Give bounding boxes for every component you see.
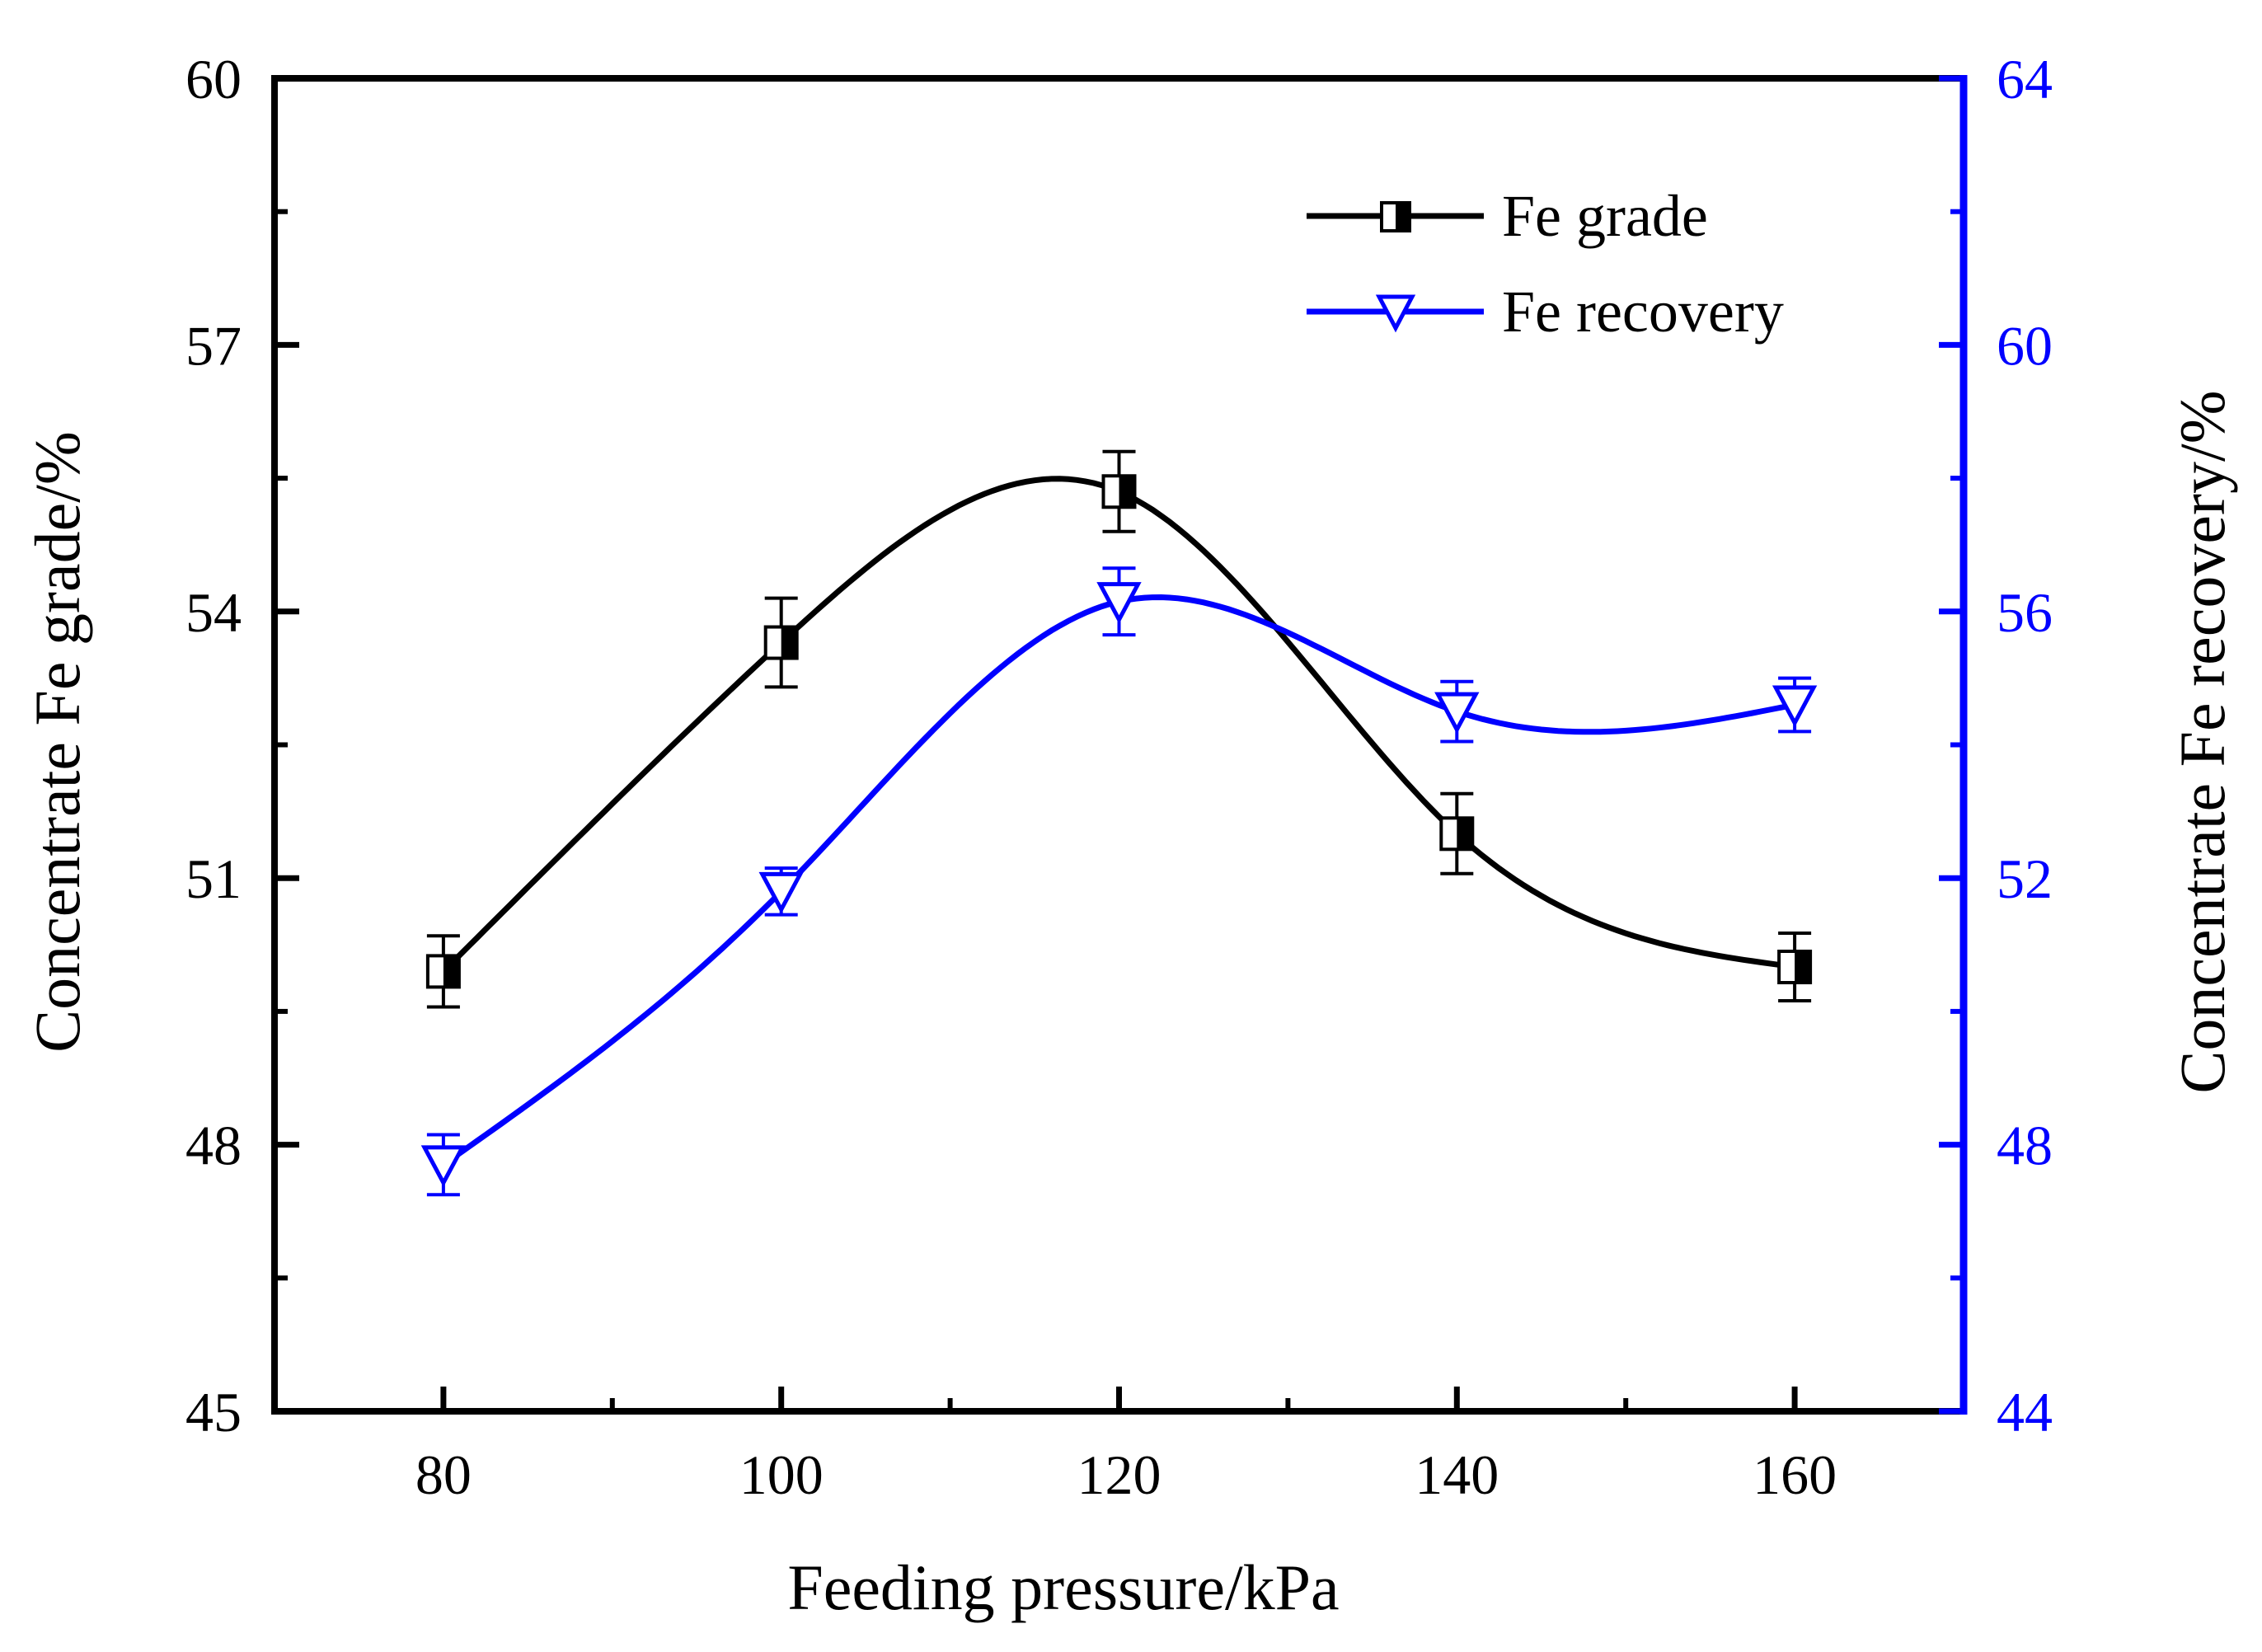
- axes-layer: 80 100 120 140 160 45 48 51 54 57 60 44 48 52 56 60 64: [185, 48, 2053, 1506]
- data-point-recovery: [420, 1145, 467, 1188]
- x-tick-label: 160: [1753, 1443, 1837, 1506]
- data-point-grade: [763, 625, 799, 660]
- data-point-grade: [1777, 950, 1813, 984]
- series-grade: [425, 449, 1813, 1009]
- y2-tick-label: 52: [1997, 847, 2053, 910]
- series-recovery: [420, 566, 1818, 1197]
- data-point-grade: [425, 954, 461, 989]
- marker-square-fill: [1119, 476, 1135, 508]
- y2-tick-label: 48: [1997, 1115, 2053, 1177]
- series-layer: [420, 449, 1818, 1197]
- y-tick-label: 45: [185, 1381, 242, 1443]
- y-tick-label: 48: [185, 1115, 242, 1177]
- y-tick-label: 51: [185, 847, 242, 910]
- y2-tick-label: 64: [1997, 48, 2053, 110]
- y2-tick-label: 56: [1997, 581, 2053, 644]
- legend-marker-recovery: [1375, 294, 1416, 333]
- y-tick-label: 57: [185, 314, 242, 377]
- y-tick-label: 54: [185, 581, 242, 644]
- y2-tick-label: 44: [1997, 1381, 2053, 1443]
- data-point-grade: [1101, 474, 1137, 509]
- x-tick-label: 80: [415, 1443, 472, 1506]
- legend-label-recovery: Fe recovery: [1502, 279, 1784, 345]
- x-axis-title: Feeding pressure/kPa: [787, 1551, 1339, 1623]
- data-point-recovery: [1772, 685, 1818, 728]
- marker-square-fill: [781, 627, 797, 659]
- y-tick-label: 60: [185, 48, 242, 110]
- series-line-grade: [441, 476, 1795, 974]
- legend-marker-grade: [1380, 201, 1411, 232]
- marker-square-fill: [443, 955, 459, 988]
- y2-tick-label: 60: [1997, 314, 2053, 377]
- marker-square-fill: [1795, 951, 1811, 983]
- data-point-recovery: [1096, 582, 1142, 624]
- x-tick-label: 140: [1415, 1443, 1499, 1506]
- x-tick-label: 100: [739, 1443, 824, 1506]
- y-axis-title: Concentrate Fe grade/%: [21, 431, 93, 1053]
- legend: Fe grade Fe recovery: [1307, 183, 1784, 345]
- x-tick-label: 120: [1077, 1443, 1162, 1506]
- data-point-recovery: [1434, 692, 1480, 734]
- data-point-grade: [1439, 816, 1475, 852]
- marker-square-fill: [1457, 818, 1473, 850]
- data-point-recovery: [758, 871, 804, 914]
- y2-axis-title: Concentrate Fe recovery/%: [2166, 390, 2238, 1093]
- series-line-recovery: [441, 594, 1795, 1167]
- legend-label-grade: Fe grade: [1502, 183, 1708, 249]
